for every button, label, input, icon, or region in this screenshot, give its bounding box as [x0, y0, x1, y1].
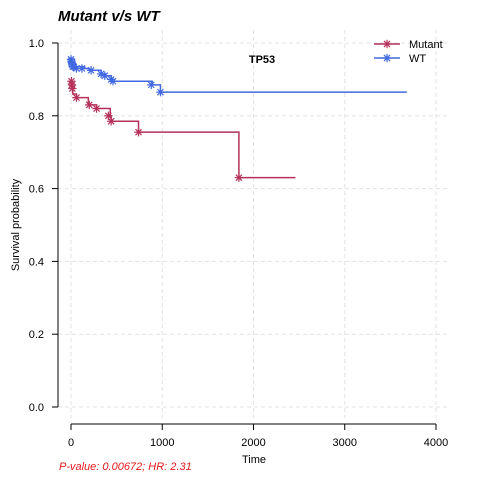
y-tick-label: 0.6	[29, 184, 44, 196]
x-tick-label: 2000	[241, 437, 265, 449]
censor-mark-mutant	[92, 104, 100, 112]
x-tick-label: 3000	[333, 437, 357, 449]
axes: 0 1000 2000 3000 4000 0.0 0.2 0.4 0.6 0.8 1.0	[29, 38, 449, 449]
x-tick-label: 0	[68, 437, 74, 449]
censor-mark-mutant	[72, 93, 80, 101]
censor-mark-mutant	[107, 117, 115, 125]
y-axis-label: Survival probability	[10, 178, 22, 271]
survival-curve-wt	[71, 63, 407, 92]
censor-mark-wt	[156, 88, 164, 96]
censor-mark-mutant	[68, 84, 76, 92]
legend-label: WT	[409, 53, 426, 65]
censor-mark-mutant	[85, 101, 93, 109]
chart-title: Mutant v/s WT	[58, 8, 161, 25]
y-tick-label: 1.0	[29, 38, 44, 50]
legend-marker	[383, 40, 391, 48]
survival-curve-mutant	[71, 87, 295, 178]
legend-label: Mutant	[409, 39, 443, 51]
x-axis-label: Time	[242, 454, 266, 466]
grid	[58, 30, 450, 418]
y-tick-label: 0.8	[29, 111, 44, 123]
censor-mark-mutant	[235, 173, 243, 181]
x-tick-label: 1000	[150, 437, 174, 449]
censor-mark-wt	[101, 72, 109, 80]
y-tick-label: 0.0	[29, 402, 44, 414]
censor-mark-wt	[147, 81, 155, 89]
censor-mark-wt	[87, 66, 95, 74]
legend-marker	[383, 54, 391, 62]
y-tick-label: 0.2	[29, 329, 44, 341]
stats-text: P-value: 0.00672; HR: 2.31	[59, 461, 192, 473]
legend: Mutant WT	[374, 39, 443, 65]
censor-mark-wt	[109, 77, 117, 85]
censor-mark-wt	[78, 64, 86, 72]
y-tick-label: 0.4	[29, 256, 44, 268]
legend-item-mutant: Mutant	[374, 39, 443, 51]
chart-annotation: TP53	[249, 54, 275, 66]
x-tick-label: 4000	[424, 437, 448, 449]
censor-mark-mutant	[134, 128, 142, 136]
legend-item-wt: WT	[374, 53, 426, 65]
series	[67, 55, 407, 182]
